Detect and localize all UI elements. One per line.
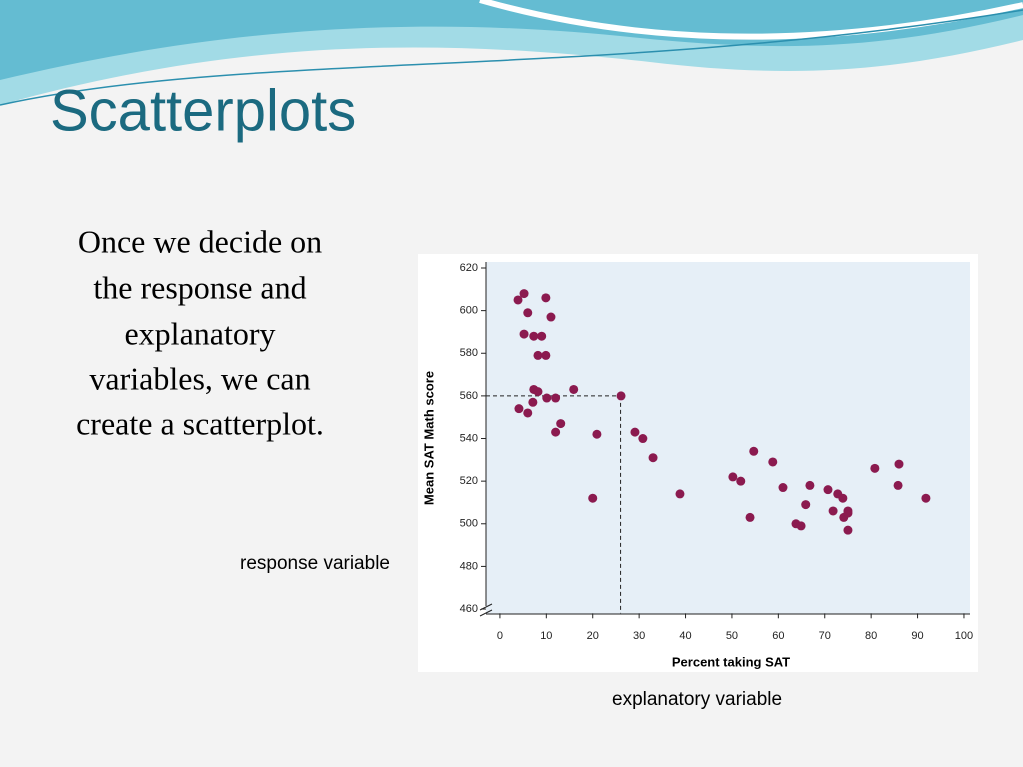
- point: [529, 331, 539, 341]
- point: [528, 397, 538, 407]
- point: [533, 387, 543, 397]
- wave-line: [479, 0, 1023, 40]
- point: [523, 308, 533, 318]
- y-tick-label: 460: [460, 603, 478, 615]
- y-tick-label: 580: [460, 347, 478, 359]
- point: [616, 391, 626, 401]
- point: [728, 472, 738, 482]
- x-tick-label: 0: [497, 630, 503, 642]
- plot-area: [486, 262, 970, 614]
- point: [546, 312, 556, 322]
- point: [541, 350, 551, 360]
- point: [736, 476, 746, 486]
- point: [537, 331, 547, 341]
- x-tick-label: 40: [679, 630, 691, 642]
- point: [796, 521, 806, 531]
- annotation: response variable: [240, 553, 390, 574]
- x-axis-label: Percent taking SAT: [672, 654, 790, 669]
- point: [828, 506, 838, 516]
- body-text: Once we decide on: [78, 223, 322, 259]
- y-tick-label: 520: [460, 475, 478, 487]
- point: [801, 500, 811, 510]
- point: [921, 493, 931, 503]
- point: [768, 457, 778, 467]
- point: [523, 408, 533, 418]
- point: [533, 350, 543, 360]
- point: [843, 525, 853, 535]
- point: [648, 453, 658, 463]
- point: [749, 446, 759, 456]
- x-tick-label: 100: [955, 630, 973, 642]
- point: [893, 480, 903, 490]
- point: [894, 459, 904, 469]
- point: [843, 508, 853, 518]
- y-tick-label: 620: [460, 262, 478, 274]
- y-axis-label: Mean SAT Math score: [421, 371, 436, 505]
- point: [745, 512, 755, 522]
- x-tick-label: 60: [772, 630, 784, 642]
- y-tick-label: 500: [460, 518, 478, 530]
- point: [551, 393, 561, 403]
- body-text: explanatory: [124, 315, 275, 351]
- body-text: the response and: [93, 269, 306, 305]
- slide-title: Scatterplots: [50, 78, 356, 143]
- point: [556, 419, 566, 429]
- point: [514, 404, 524, 414]
- point: [592, 429, 602, 439]
- point: [542, 393, 552, 403]
- point: [513, 295, 523, 305]
- point: [675, 489, 685, 499]
- point: [588, 493, 598, 503]
- x-tick-label: 50: [726, 630, 738, 642]
- point: [870, 463, 880, 473]
- point: [778, 483, 788, 493]
- body-text: variables, we can: [89, 360, 310, 396]
- point: [805, 480, 815, 490]
- x-tick-label: 30: [633, 630, 645, 642]
- x-tick-label: 80: [865, 630, 877, 642]
- x-tick-label: 20: [587, 630, 599, 642]
- point: [838, 493, 848, 503]
- point: [823, 485, 833, 495]
- body-text: create a scatterplot.: [76, 405, 324, 441]
- wave: [0, 0, 1023, 80]
- point: [541, 293, 551, 303]
- point: [630, 427, 640, 437]
- point: [519, 289, 529, 299]
- point: [551, 427, 561, 437]
- point: [569, 384, 579, 394]
- y-tick-label: 540: [460, 432, 478, 444]
- y-tick-label: 560: [460, 390, 478, 402]
- point: [638, 434, 648, 444]
- y-tick-label: 480: [460, 560, 478, 572]
- x-tick-label: 90: [911, 630, 923, 642]
- wave-line: [0, 9, 1023, 106]
- annotation: explanatory variable: [612, 689, 782, 710]
- y-tick-label: 600: [460, 305, 478, 317]
- x-tick-label: 10: [540, 630, 552, 642]
- x-tick-label: 70: [819, 630, 831, 642]
- point: [519, 329, 529, 339]
